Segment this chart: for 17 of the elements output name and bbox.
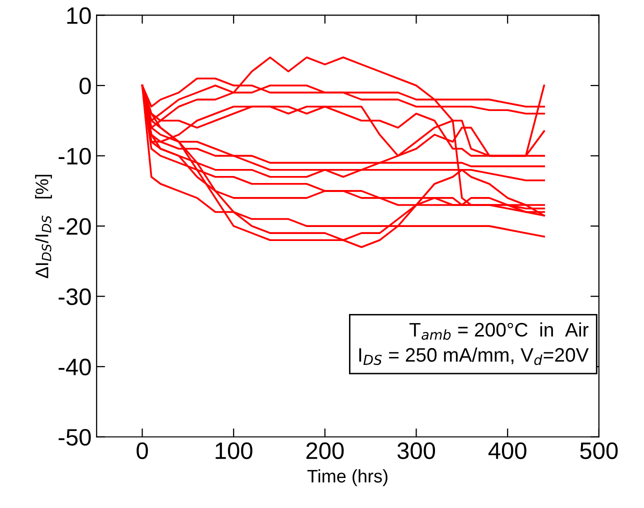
x-tick-label: 500 [580,442,618,460]
y-tick-label: -30 [58,288,91,306]
y-tick-label: -20 [58,218,91,235]
x-axis-title: Time (hrs) [307,469,388,486]
annotation: I$_{DS}$ = 250 mA/mm, V$_{d}$=20V [359,348,589,366]
x-tick-label: 300 [397,442,436,460]
annotation: T$_{amb}$ = 200°C in Air [409,322,588,340]
y-tick-label: 0 [80,78,91,94]
x-tick-label: 200 [306,442,344,460]
y-tick-label: -10 [58,148,91,165]
x-tick-label: 400 [488,442,526,460]
x-tick-label: 100 [216,442,252,460]
x-tick-label: 0 [136,442,148,460]
y-tick-label: 10 [67,7,91,24]
y-tick-label: -40 [58,358,91,376]
y-tick-label: -50 [58,428,91,446]
text: ΔI$_{DS}$/I$_{DS}$ [%] [35,174,52,278]
